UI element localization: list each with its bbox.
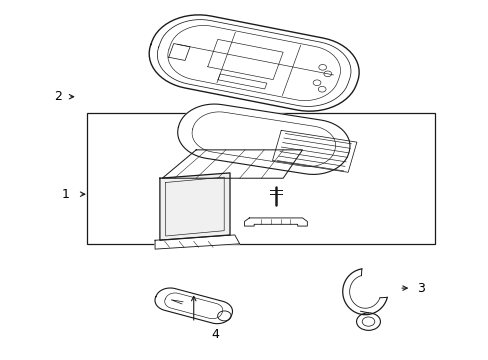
Text: 3: 3 [416, 282, 424, 294]
Polygon shape [160, 173, 229, 240]
Text: 1: 1 [61, 188, 69, 201]
Polygon shape [155, 235, 239, 249]
Polygon shape [149, 15, 358, 111]
Polygon shape [155, 288, 232, 324]
Text: 2: 2 [54, 90, 62, 103]
Polygon shape [177, 104, 349, 175]
Polygon shape [162, 150, 302, 178]
Bar [87, 113, 435, 244]
Polygon shape [244, 218, 307, 226]
Text: 4: 4 [211, 328, 219, 341]
